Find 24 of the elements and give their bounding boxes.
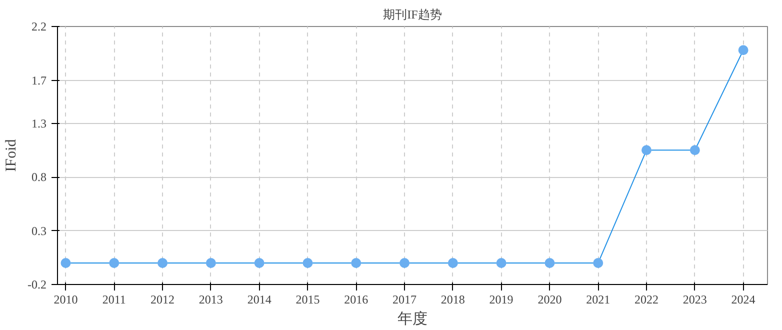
x-tick-label: 2016 [344,292,368,306]
x-tick-label: 2022 [634,292,659,306]
y-tick-label: 2.2 [32,20,46,34]
y-tick-label: 0.3 [32,224,46,238]
x-tick-label: 2020 [538,292,562,306]
x-tick-label: 2017 [392,292,417,306]
y-tick-label: 0.8 [32,170,46,184]
chart-title: 期刊IF趋势 [383,8,442,22]
x-tick-label: 2018 [440,292,465,306]
y-tick-label: 1.3 [32,116,46,130]
x-tick-label: 2011 [102,292,126,306]
x-tick-label: 2021 [586,292,610,306]
y-tick-label: -0.2 [28,278,47,292]
x-tick-label: 2010 [54,292,78,306]
x-tick-label: 2012 [150,292,175,306]
x-tick-label: 2014 [247,292,272,306]
x-tick-label: 2023 [682,292,707,306]
x-tick-label: 2013 [198,292,223,306]
x-axis-title: 年度 [398,310,428,328]
y-tick-label: 1.7 [32,73,46,88]
y-axis-title: IFoid [4,138,20,172]
x-tick-label: 2015 [296,292,320,306]
x-tick-label: 2019 [489,292,514,306]
x-tick-label: 2024 [731,292,756,306]
